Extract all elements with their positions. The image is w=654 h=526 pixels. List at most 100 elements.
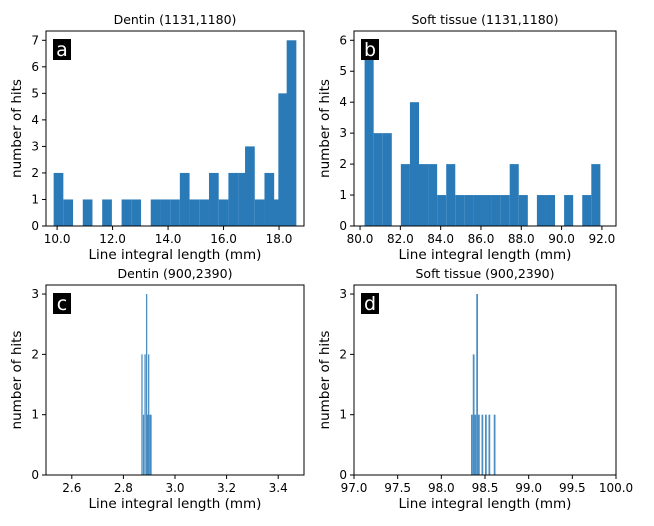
histogram-bar	[131, 199, 142, 226]
plot-frame	[45, 30, 305, 227]
histogram-bar	[478, 414, 480, 475]
histogram-bar	[179, 172, 190, 226]
panel-label-background	[361, 293, 379, 314]
histogram-bar	[482, 195, 492, 226]
histogram-bar	[419, 164, 429, 226]
x-axis-label: Line integral length (mm)	[399, 247, 572, 263]
y-tick-label: 4	[339, 95, 347, 109]
y-tick-label: 1	[339, 408, 347, 422]
x-tick-label: 88.0	[508, 232, 535, 246]
y-tick-label: 2	[31, 347, 39, 361]
histogram-bar	[473, 195, 483, 226]
histogram-bar	[509, 164, 519, 226]
y-tick-label: 6	[339, 33, 347, 47]
y-tick-label: 0	[339, 468, 347, 482]
histogram-bar	[148, 354, 150, 475]
x-tick-label: 16.0	[210, 232, 237, 246]
histogram-bar	[455, 195, 465, 226]
histogram-bar	[488, 414, 491, 475]
histogram-bar	[272, 199, 283, 226]
histogram-bar	[264, 172, 275, 226]
histogram-bar	[591, 164, 601, 226]
histogram-bar	[238, 172, 248, 226]
y-tick-label: 2	[31, 166, 39, 180]
x-tick-label: 14.0	[155, 232, 182, 246]
histogram-bar	[149, 414, 151, 475]
histogram-bar	[472, 354, 475, 475]
panel-label: a	[56, 39, 68, 61]
y-tick-label: 6	[31, 60, 39, 74]
histogram-bar	[471, 414, 473, 475]
histogram-panel-b: 80.0 82.0 84.0 86.0 88.0 90.0 92.0 0 1 2 3 4 5 6 Soft …	[317, 12, 617, 263]
histogram-bar	[464, 195, 474, 226]
x-axis-label: Line integral length (mm)	[89, 247, 262, 263]
histogram-bar	[373, 133, 383, 226]
y-tick-label: 0	[31, 219, 39, 233]
histogram-bar	[142, 414, 145, 475]
histogram-bar	[150, 414, 152, 475]
y-tick-label: 1	[31, 408, 39, 422]
y-tick-label: 3	[31, 139, 39, 153]
x-tick-label: 3.0	[165, 481, 184, 495]
histogram-bar	[228, 172, 239, 226]
histogram-bar	[545, 195, 556, 226]
x-tick-label: 3.4	[269, 481, 288, 495]
histogram-bar	[278, 93, 289, 226]
histogram-bar	[485, 414, 487, 475]
histogram-bar	[518, 195, 528, 226]
y-tick-label: 4	[31, 113, 39, 127]
histogram-bar	[564, 195, 574, 226]
y-axis-label: number of hits	[317, 331, 333, 430]
plot-frame	[353, 30, 617, 227]
histogram-bar	[400, 164, 410, 226]
histogram-bar	[102, 199, 112, 226]
x-tick-label: 90.0	[548, 232, 575, 246]
histogram-bar	[500, 195, 510, 226]
y-axis-label: number of hits	[9, 331, 25, 430]
plot-title: Dentin (1131,1180)	[114, 12, 237, 27]
x-axis-label: Line integral length (mm)	[89, 496, 262, 512]
x-tick-label: 80.0	[347, 232, 374, 246]
histogram-bar	[428, 164, 438, 226]
histogram-bar	[493, 414, 496, 475]
y-tick-label: 2	[339, 347, 347, 361]
panel-label-background	[53, 39, 71, 60]
x-tick-label: 18.0	[266, 232, 293, 246]
x-tick-label: 82.0	[387, 232, 414, 246]
y-axis-label: number of hits	[9, 79, 25, 178]
x-tick-label: 86.0	[468, 232, 495, 246]
y-tick-label: 3	[31, 287, 39, 301]
x-tick-label: 99.5	[559, 481, 586, 495]
panel-label-background	[361, 39, 379, 60]
y-tick-label: 1	[31, 192, 39, 206]
histogram-bar	[189, 199, 200, 226]
histogram-bar	[481, 414, 484, 475]
histogram-bar	[582, 195, 592, 226]
panel-label: d	[364, 293, 376, 315]
y-tick-label: 5	[31, 86, 39, 100]
panel-label: c	[57, 293, 67, 315]
histogram-bar	[160, 199, 171, 226]
y-axis-label: number of hits	[317, 79, 333, 178]
histogram-bar	[409, 102, 419, 226]
x-tick-label: 84.0	[427, 232, 454, 246]
plot-title: Soft tissue (1131,1180)	[412, 12, 559, 27]
x-tick-label: 97.0	[341, 481, 368, 495]
y-tick-label: 3	[339, 287, 347, 301]
histogram-bar	[245, 146, 255, 226]
x-tick-label: 98.5	[472, 481, 499, 495]
histogram-bar	[218, 199, 229, 226]
histogram-bar	[491, 195, 501, 226]
histogram-bar	[63, 199, 74, 226]
histogram-bar	[536, 195, 546, 226]
x-tick-label: 12.0	[99, 232, 126, 246]
y-tick-label: 0	[339, 219, 347, 233]
histogram-bar	[144, 354, 146, 475]
histogram-bar	[53, 172, 64, 226]
histogram-bar	[476, 294, 479, 475]
x-tick-label: 2.6	[62, 481, 81, 495]
histogram-bar	[145, 294, 148, 475]
histogram-bar	[446, 164, 456, 226]
x-tick-label: 3.2	[217, 481, 236, 495]
